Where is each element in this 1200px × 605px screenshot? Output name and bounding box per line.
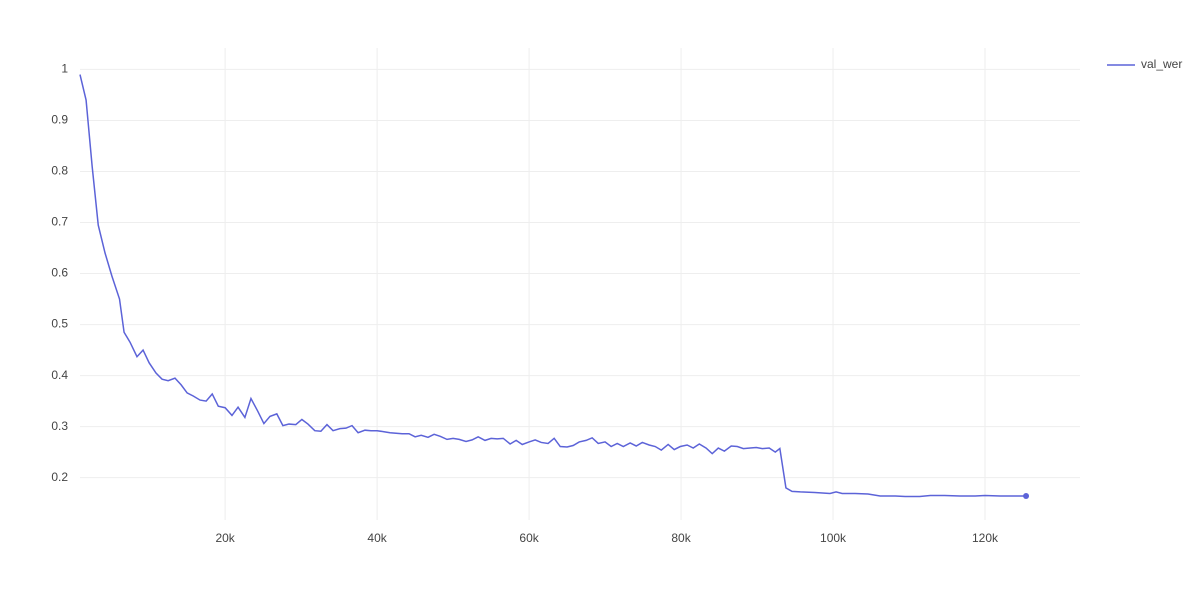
y-tick-label: 0.4 [51, 368, 68, 382]
x-tick-label: 60k [519, 531, 539, 545]
x-tick-label: 40k [367, 531, 387, 545]
y-tick-label: 0.3 [51, 419, 68, 433]
x-tick-label: 20k [215, 531, 235, 545]
x-tick-label: 80k [671, 531, 691, 545]
y-tick-label: 0.2 [51, 470, 68, 484]
y-tick-label: 0.8 [51, 164, 68, 178]
x-tick-label: 100k [820, 531, 847, 545]
line [79, 74, 1027, 498]
y-tick-label: 0.7 [51, 215, 68, 229]
y-tick-label: 0.5 [51, 317, 68, 331]
legend-label: val_wer [1141, 57, 1182, 71]
x-tick-label: 120k [972, 531, 999, 545]
y-tick-label: 0.9 [51, 113, 68, 127]
end-marker [1023, 493, 1030, 500]
y-tick-label: 0.6 [51, 266, 68, 280]
y-tick-label: 1 [61, 62, 68, 76]
